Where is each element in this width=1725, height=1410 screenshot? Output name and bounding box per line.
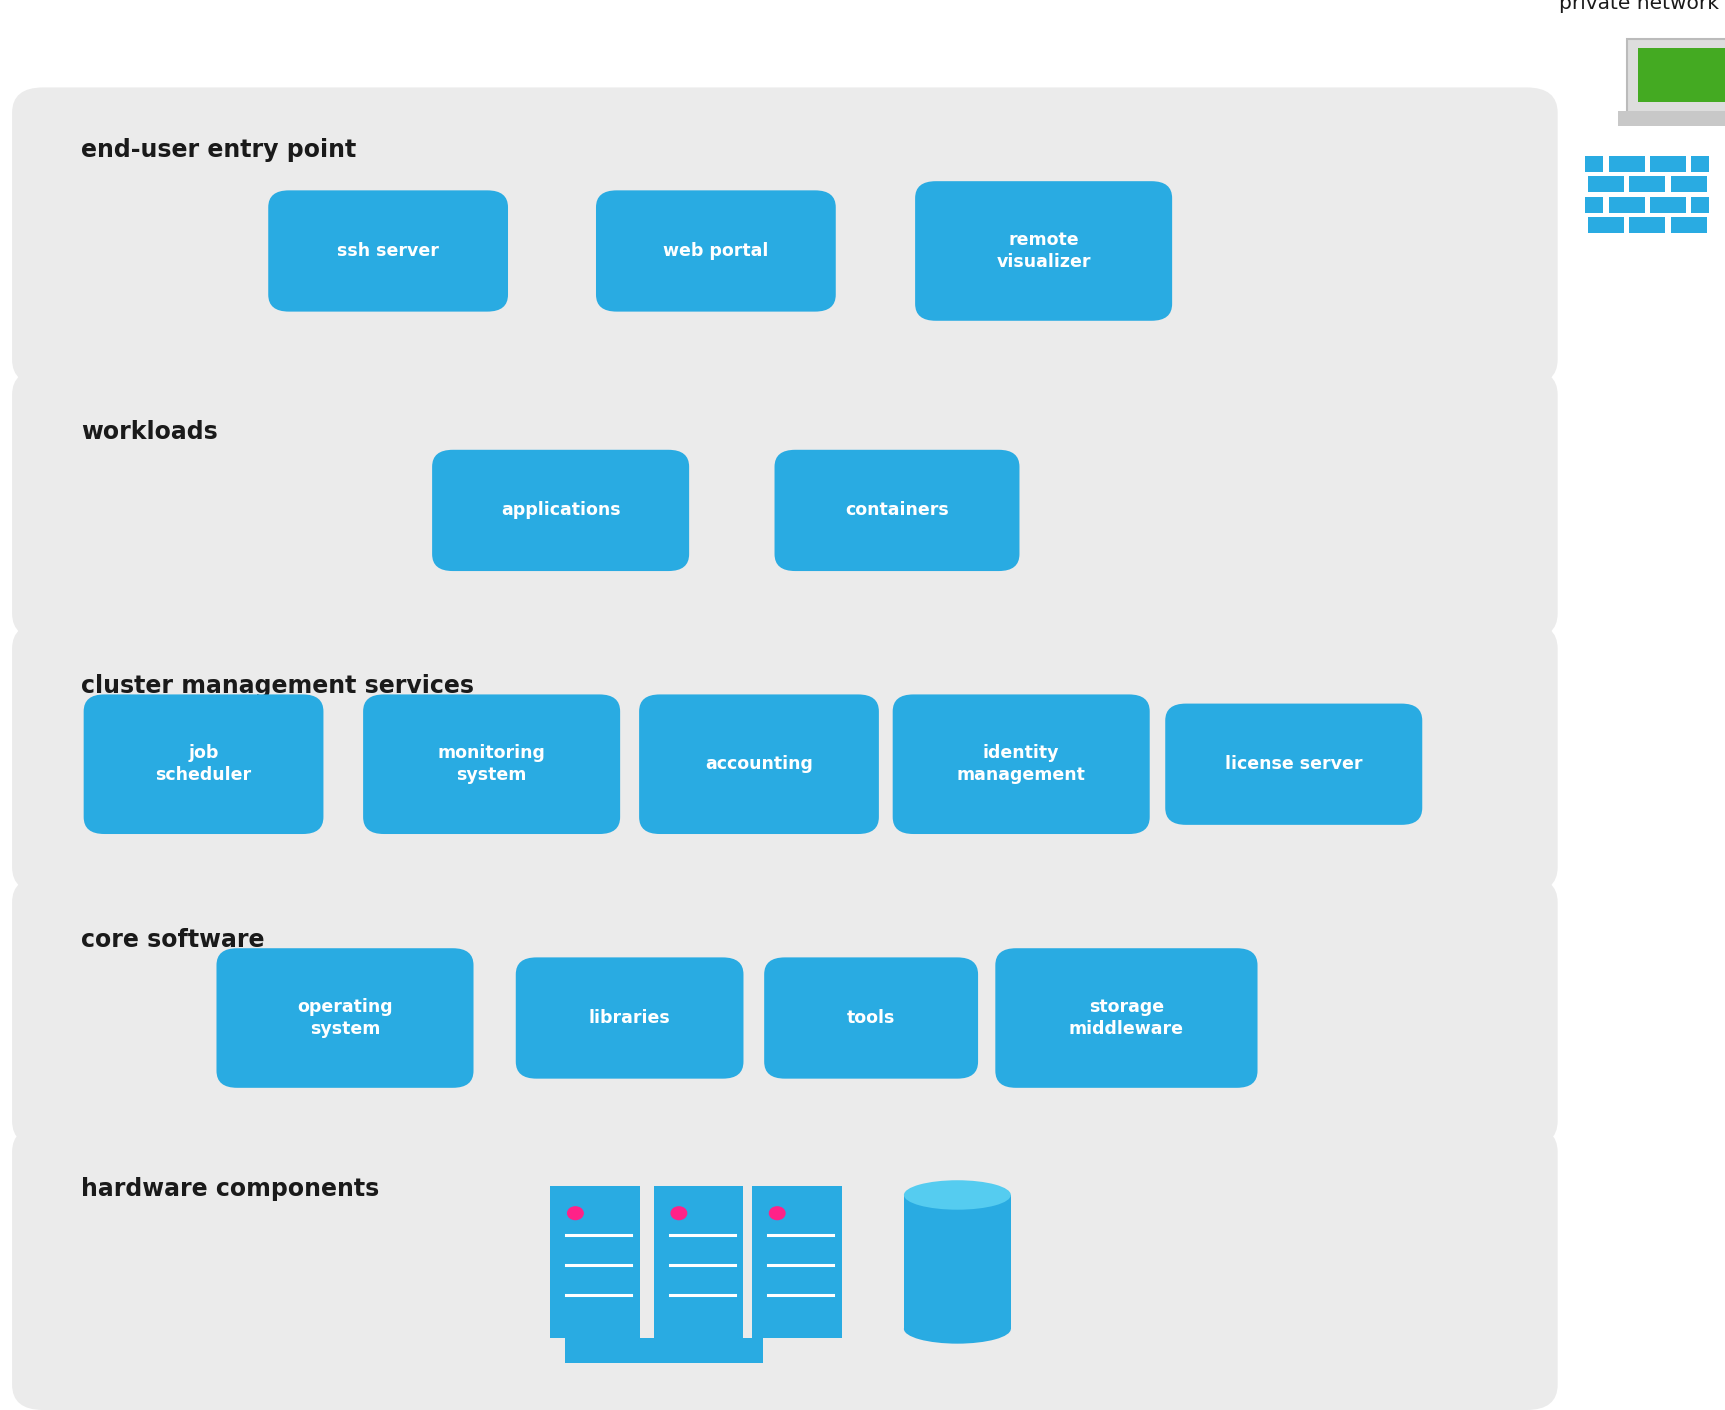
FancyBboxPatch shape xyxy=(752,1186,842,1338)
Text: core software: core software xyxy=(81,928,264,952)
FancyBboxPatch shape xyxy=(1649,157,1685,172)
FancyBboxPatch shape xyxy=(12,87,1558,385)
FancyBboxPatch shape xyxy=(1585,157,1604,172)
FancyBboxPatch shape xyxy=(1649,197,1685,213)
FancyBboxPatch shape xyxy=(654,1186,743,1338)
Text: ssh server: ssh server xyxy=(336,243,440,259)
Text: applications: applications xyxy=(500,502,621,519)
FancyBboxPatch shape xyxy=(566,1338,762,1363)
Text: license server: license server xyxy=(1225,756,1363,773)
Text: private network: private network xyxy=(1559,0,1718,13)
Text: remote
visualizer: remote visualizer xyxy=(997,231,1090,271)
FancyBboxPatch shape xyxy=(269,190,507,312)
FancyBboxPatch shape xyxy=(1690,197,1709,213)
FancyBboxPatch shape xyxy=(775,450,1019,571)
FancyBboxPatch shape xyxy=(362,694,619,833)
FancyBboxPatch shape xyxy=(904,1194,1011,1328)
Text: workloads: workloads xyxy=(81,420,217,444)
Text: web portal: web portal xyxy=(662,243,769,259)
FancyBboxPatch shape xyxy=(12,369,1558,639)
Text: job
scheduler: job scheduler xyxy=(155,744,252,784)
Text: hardware components: hardware components xyxy=(81,1177,379,1201)
FancyBboxPatch shape xyxy=(1587,217,1625,233)
FancyBboxPatch shape xyxy=(1670,217,1708,233)
Text: monitoring
system: monitoring system xyxy=(438,744,545,784)
FancyBboxPatch shape xyxy=(1618,111,1725,127)
FancyBboxPatch shape xyxy=(1608,197,1646,213)
Text: libraries: libraries xyxy=(588,1010,671,1026)
Text: accounting: accounting xyxy=(706,756,812,773)
FancyBboxPatch shape xyxy=(1587,176,1625,193)
Text: end-user entry point: end-user entry point xyxy=(81,138,357,162)
FancyBboxPatch shape xyxy=(12,623,1558,893)
FancyBboxPatch shape xyxy=(1585,197,1604,213)
FancyBboxPatch shape xyxy=(550,1186,640,1338)
FancyBboxPatch shape xyxy=(914,182,1173,321)
FancyBboxPatch shape xyxy=(638,694,880,833)
Circle shape xyxy=(671,1207,687,1220)
FancyBboxPatch shape xyxy=(1608,157,1646,172)
Ellipse shape xyxy=(904,1314,1011,1344)
FancyBboxPatch shape xyxy=(1628,176,1665,193)
Text: identity
management: identity management xyxy=(957,744,1085,784)
FancyBboxPatch shape xyxy=(431,450,688,571)
Text: cluster management services: cluster management services xyxy=(81,674,474,698)
FancyBboxPatch shape xyxy=(597,190,835,312)
FancyBboxPatch shape xyxy=(12,877,1558,1146)
FancyBboxPatch shape xyxy=(1690,157,1709,172)
Text: containers: containers xyxy=(845,502,949,519)
Text: tools: tools xyxy=(847,1010,895,1026)
Circle shape xyxy=(568,1207,583,1220)
FancyBboxPatch shape xyxy=(995,948,1258,1089)
FancyBboxPatch shape xyxy=(894,694,1149,833)
FancyBboxPatch shape xyxy=(1637,48,1725,102)
FancyBboxPatch shape xyxy=(764,957,978,1079)
FancyBboxPatch shape xyxy=(217,948,473,1089)
FancyBboxPatch shape xyxy=(12,1127,1558,1410)
Ellipse shape xyxy=(904,1180,1011,1210)
FancyBboxPatch shape xyxy=(1670,176,1708,193)
FancyBboxPatch shape xyxy=(1166,704,1421,825)
FancyBboxPatch shape xyxy=(83,694,324,833)
Circle shape xyxy=(769,1207,785,1220)
Text: operating
system: operating system xyxy=(297,998,393,1038)
Text: storage
middleware: storage middleware xyxy=(1070,998,1183,1038)
FancyBboxPatch shape xyxy=(1628,217,1665,233)
FancyBboxPatch shape xyxy=(1627,39,1725,116)
FancyBboxPatch shape xyxy=(516,957,743,1079)
